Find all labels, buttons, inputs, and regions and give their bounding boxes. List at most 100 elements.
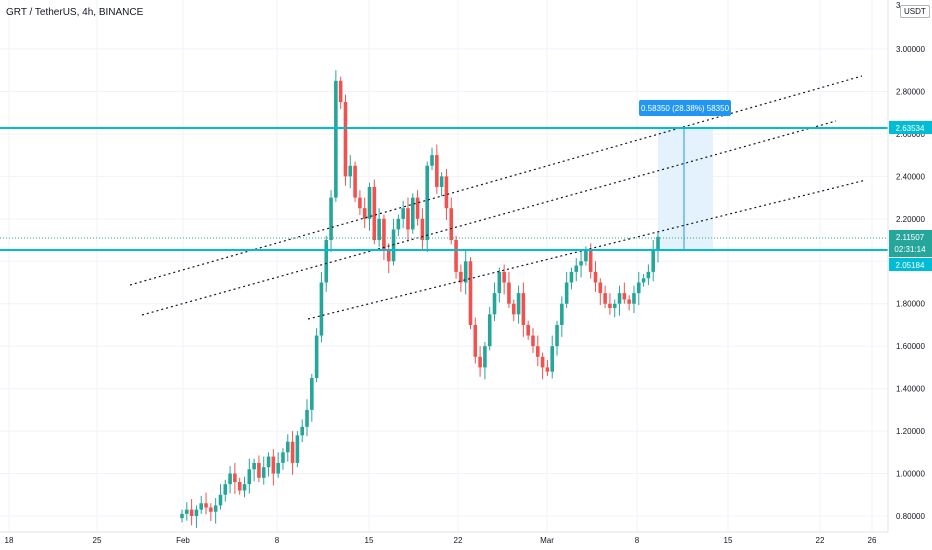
candle-body	[261, 467, 266, 478]
candle-body	[276, 462, 280, 474]
trendline-lower[interactable]	[307, 179, 867, 320]
time-tick-label: 18	[5, 536, 14, 545]
measure-box	[658, 128, 713, 250]
candle-body	[233, 473, 237, 483]
candle-body	[444, 176, 449, 209]
time-axis[interactable]: 18 25 Feb 8 15 22 Mar 8 15 22 26	[5, 536, 877, 545]
candle-body	[497, 271, 502, 294]
candle-body	[511, 303, 516, 315]
candle-body	[622, 293, 627, 300]
horizontal-levels	[0, 127, 888, 251]
measure-label-text: 0.58350 (28.38%) 58350	[641, 104, 730, 113]
countdown-label: 02:31:14	[894, 245, 926, 254]
time-tick-label: 26	[868, 536, 877, 545]
candle-body	[531, 335, 535, 347]
candle-body	[579, 261, 583, 266]
candle-body	[367, 186, 372, 219]
trendline-upper[interactable]	[129, 75, 863, 286]
candle-body	[410, 197, 415, 230]
price-tick-label: 1.20000	[896, 427, 925, 436]
candle-body	[228, 473, 232, 485]
candle-body	[372, 186, 377, 241]
candle-body	[569, 271, 574, 283]
candle-body	[492, 293, 497, 315]
candle-body	[612, 303, 617, 308]
candle-body	[584, 250, 588, 262]
candle-body	[656, 236, 660, 251]
candle-body	[540, 356, 545, 368]
candle-body	[343, 102, 348, 177]
candle-body	[334, 80, 338, 198]
candle-body	[266, 456, 271, 468]
measure-range-area	[658, 128, 713, 250]
candle-body	[641, 278, 646, 283]
candle-body	[646, 271, 651, 279]
time-tick-label: 15	[365, 536, 374, 545]
symbol-title[interactable]: GRT / TetherUS, 4h, BINANCE	[6, 7, 144, 18]
candle-body	[588, 250, 593, 272]
candle-body	[550, 346, 555, 372]
price-tick-label: 1.40000	[896, 385, 925, 394]
candle-body	[324, 240, 329, 283]
candle-body	[362, 208, 367, 219]
candle-body	[598, 282, 603, 294]
time-tick-label: 22	[454, 536, 463, 545]
candle-body	[252, 462, 256, 470]
candle-body	[180, 513, 184, 519]
candle-body	[401, 208, 405, 219]
upper-level-label-bg	[889, 121, 932, 134]
candle-body	[310, 378, 314, 410]
candle-body	[502, 271, 506, 283]
candle-body	[338, 80, 343, 103]
grid	[0, 0, 888, 532]
candle-body	[468, 261, 473, 325]
candle-body	[377, 218, 381, 241]
candle-body	[391, 229, 396, 262]
candle-body	[242, 484, 247, 491]
candle-body	[603, 293, 607, 304]
upper-level-label: 2.63534	[896, 124, 925, 133]
price-tick-label: 1.00000	[896, 470, 925, 479]
candle-body	[454, 240, 458, 272]
candle-body	[415, 197, 420, 219]
trendline-middle[interactable]	[141, 120, 837, 316]
candle-body	[329, 197, 333, 241]
time-tick-label: 22	[816, 536, 825, 545]
candle-body	[353, 165, 357, 198]
candle-body	[257, 462, 261, 478]
candle-body	[507, 282, 511, 304]
candle-body	[545, 367, 550, 372]
candle-body	[189, 509, 194, 516]
price-tick-label: 2.80000	[896, 87, 925, 96]
price-tick-label: 2.40000	[896, 172, 925, 181]
time-tick-label: Feb	[176, 536, 190, 545]
candle-body	[406, 208, 410, 230]
measure-label-bg	[639, 100, 731, 116]
time-tick-label: Mar	[540, 536, 554, 545]
candle-body	[271, 456, 276, 474]
candle-body	[295, 435, 300, 463]
candle-body	[314, 335, 319, 379]
candle-body	[420, 218, 425, 241]
candle-body	[425, 165, 430, 241]
candle-body	[449, 208, 454, 241]
candle-body	[516, 293, 521, 315]
candle-body	[300, 426, 305, 436]
candle-body	[382, 218, 386, 251]
candle-body	[358, 197, 362, 209]
candle-body	[430, 155, 434, 166]
candle-body	[473, 324, 478, 357]
candle-body	[439, 176, 444, 187]
candle-body	[487, 314, 492, 347]
candle-body	[204, 503, 208, 508]
candle-body	[463, 261, 468, 283]
candle-body	[237, 482, 242, 491]
current-price-label: 2.11507	[896, 233, 925, 242]
candle-body	[348, 165, 353, 177]
candle-body	[535, 346, 540, 357]
candle-body	[608, 303, 612, 308]
currency-badge[interactable]: USDT	[900, 5, 930, 18]
candles	[180, 70, 660, 528]
price-axis[interactable]: 3.000002.800002.600002.400002.200002.000…	[896, 45, 925, 521]
